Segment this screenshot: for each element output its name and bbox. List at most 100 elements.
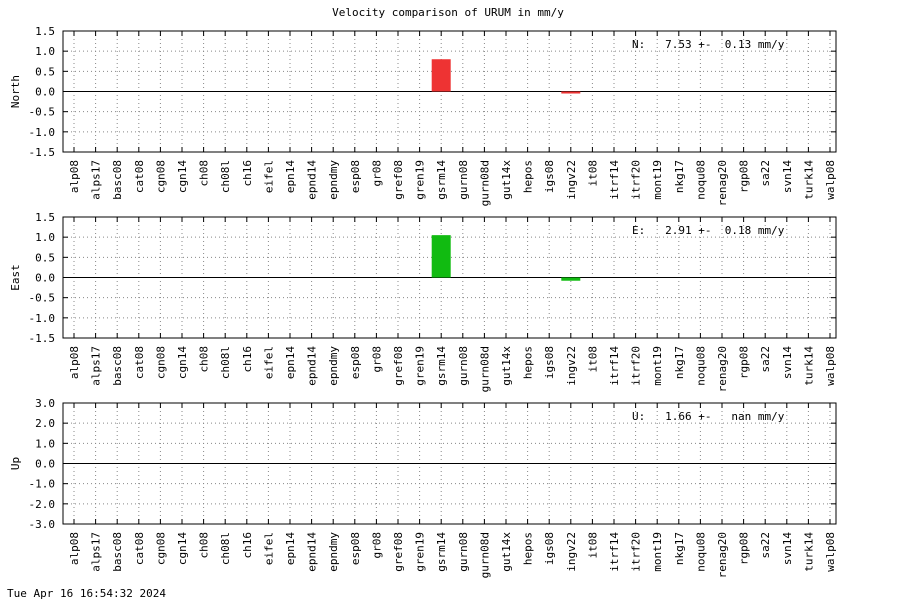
x-tick-label: walp08 (824, 532, 837, 572)
x-tick-label: esp08 (349, 532, 362, 565)
x-tick-label: gurn08 (457, 346, 470, 386)
x-tick-label: igs08 (543, 160, 556, 193)
x-tick-label: igs08 (543, 532, 556, 565)
x-tick-label: mont19 (651, 346, 664, 386)
x-tick-label: gren19 (414, 346, 427, 386)
x-tick-label: ch08l (219, 346, 232, 379)
chart-title: Velocity comparison of URUM in mm/y (332, 6, 564, 19)
x-tick-label: alps17 (90, 160, 103, 200)
y-tick-label: 0.5 (35, 65, 55, 78)
x-tick-label: svn14 (781, 346, 794, 379)
x-tick-label: sa22 (759, 346, 772, 373)
x-tick-label: cat08 (133, 532, 146, 565)
x-tick-label: epnd14 (306, 160, 319, 200)
x-tick-label: cgn14 (176, 346, 189, 379)
x-tick-label: gut14x (500, 532, 513, 572)
x-tick-label: cgn14 (176, 532, 189, 565)
y-axis-label: Up (9, 457, 22, 470)
y-tick-label: 1.0 (35, 45, 55, 58)
x-tick-label: gurn08d (478, 532, 491, 578)
x-tick-label: alp08 (68, 346, 81, 379)
x-tick-label: turk14 (802, 532, 815, 572)
x-tick-label: ingv22 (565, 532, 578, 572)
x-tick-label: noqu08 (694, 532, 707, 572)
x-tick-label: esp08 (349, 160, 362, 193)
x-tick-label: svn14 (781, 532, 794, 565)
x-tick-label: ch16 (241, 346, 254, 373)
x-tick-label: basc08 (111, 346, 124, 386)
x-tick-label: mont19 (651, 160, 664, 200)
x-tick-label: gren19 (414, 532, 427, 572)
x-tick-label: eifel (262, 160, 275, 193)
y-tick-label: 1.0 (35, 437, 55, 450)
x-tick-label: nkg17 (673, 346, 686, 379)
x-tick-label: eifel (262, 532, 275, 565)
x-tick-label: epn14 (284, 346, 297, 379)
x-tick-label: renag20 (716, 532, 729, 578)
y-tick-label: 0.0 (35, 272, 55, 285)
x-tick-label: ingv22 (565, 160, 578, 200)
x-tick-label: cat08 (133, 160, 146, 193)
x-tick-label: it08 (586, 160, 599, 187)
x-tick-label: rgp08 (738, 532, 751, 565)
velocity-annotation: E: 2.91 +- 0.18 mm/y (632, 224, 785, 237)
x-tick-label: gr08 (370, 160, 383, 187)
y-tick-label: 1.5 (35, 211, 55, 224)
x-tick-label: walp08 (824, 346, 837, 386)
y-tick-label: 0.5 (35, 251, 55, 264)
y-tick-label: 1.5 (35, 25, 55, 38)
y-tick-label: -0.5 (29, 106, 56, 119)
x-tick-label: ch08l (219, 160, 232, 193)
plot-frame (62, 216, 837, 339)
y-tick-label: -3.0 (29, 518, 56, 531)
x-tick-label: alp08 (68, 532, 81, 565)
x-tick-label: cgn14 (176, 160, 189, 193)
x-tick-label: itrf20 (630, 160, 643, 200)
x-tick-label: alp08 (68, 160, 81, 193)
x-tick-label: turk14 (802, 160, 815, 200)
x-tick-label: ch16 (241, 160, 254, 187)
x-tick-label: noqu08 (694, 346, 707, 386)
x-tick-label: epndmy (327, 532, 340, 572)
x-tick-label: turk14 (802, 346, 815, 386)
velocity-annotation: U: 1.66 +- nan mm/y (632, 410, 785, 423)
timestamp: Tue Apr 16 16:54:32 2024 (7, 587, 166, 600)
x-tick-label: hepos (522, 346, 535, 379)
bar-gsrm14 (431, 235, 451, 278)
x-tick-label: mont19 (651, 532, 664, 572)
y-tick-label: 0.0 (35, 86, 55, 99)
x-tick-label: gsrm14 (435, 160, 448, 200)
x-tick-label: cgn08 (154, 346, 167, 379)
x-tick-label: hepos (522, 160, 535, 193)
plot-frame (62, 30, 837, 153)
x-tick-label: cgn08 (154, 532, 167, 565)
x-tick-label: renag20 (716, 346, 729, 392)
x-tick-label: noqu08 (694, 160, 707, 200)
x-tick-label: ingv22 (565, 346, 578, 386)
y-tick-label: 2.0 (35, 417, 55, 430)
x-tick-label: sa22 (759, 160, 772, 187)
y-tick-label: -1.0 (29, 478, 56, 491)
x-tick-label: gut14x (500, 160, 513, 200)
x-tick-label: ch08 (198, 532, 211, 559)
y-tick-label: -2.0 (29, 498, 56, 511)
x-tick-label: nkg17 (673, 160, 686, 193)
y-axis-label: North (9, 75, 22, 108)
x-tick-label: itrf14 (608, 346, 621, 386)
x-tick-label: itrf14 (608, 532, 621, 572)
y-tick-label: -1.5 (29, 146, 56, 159)
x-tick-label: gref08 (392, 532, 405, 572)
panel-east: 1.5 1.0 0.5 0.0 -0.5 -1.0 -1.5 alp08 alps17 basc0… (9, 211, 837, 392)
x-tick-label: gurn08d (478, 160, 491, 206)
bar-gsrm14 (431, 59, 451, 92)
x-tick-label: ch08 (198, 346, 211, 373)
x-tick-label: gut14x (500, 346, 513, 386)
x-tick-label: epnd14 (306, 346, 319, 386)
x-tick-label: ch16 (241, 532, 254, 559)
velocity-annotation: N: 7.53 +- 0.13 mm/y (632, 38, 785, 51)
x-tick-label: epn14 (284, 160, 297, 193)
bar-ingv22 (561, 277, 581, 281)
x-tick-label: cat08 (133, 346, 146, 379)
x-tick-label: epndmy (327, 160, 340, 200)
